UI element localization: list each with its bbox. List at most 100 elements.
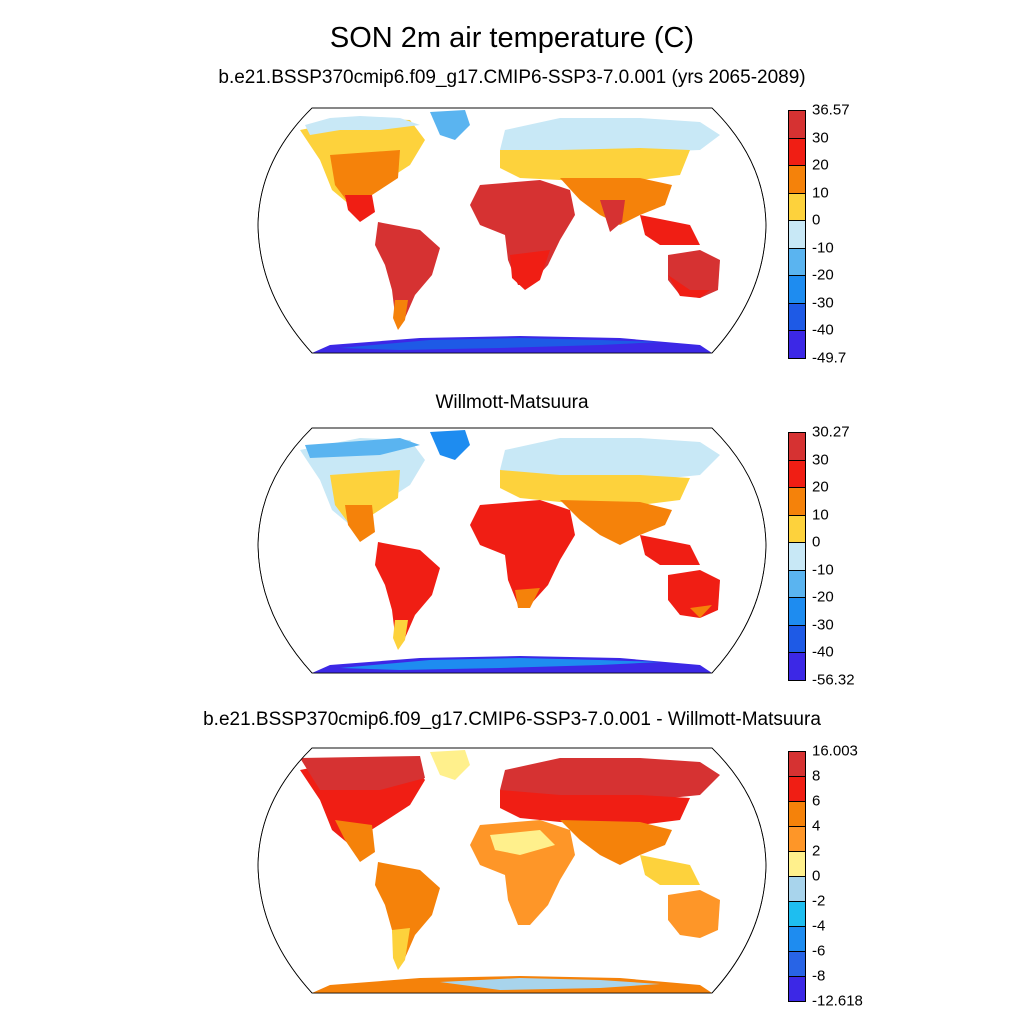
colorbar-swatch (788, 192, 806, 222)
colorbar-label: -49.7 (812, 349, 847, 367)
colorbar-swatch (788, 624, 806, 654)
colorbar-swatch (788, 776, 806, 802)
colorbar-label: -12.618 (812, 992, 863, 1010)
australia-land (668, 890, 720, 938)
colorbar-swatch (788, 926, 806, 952)
colorbar-swatch (788, 976, 806, 1002)
colorbar-swatch (788, 459, 806, 489)
colorbar-swatch (788, 901, 806, 927)
colorbar-label: -10 (812, 561, 834, 579)
antarctica-coast (340, 658, 660, 670)
southeast-asia-land (640, 535, 700, 565)
antarctica-coast (440, 978, 660, 990)
panel-2-colorbar: 30.27 30 20 10 0 -10 -20 -30 -40 -56.32 (788, 424, 868, 689)
asia-south (560, 820, 672, 865)
figure-title: SON 2m air temperature (C) (329, 22, 695, 54)
colorbar-label: 20 (812, 156, 829, 174)
colorbar-swatch (788, 487, 806, 516)
colorbar-label: -40 (812, 643, 834, 661)
colorbar-swatch (788, 569, 806, 599)
colorbar-label: 8 (812, 767, 821, 785)
southern-africa-land (510, 250, 550, 290)
north-america-arctic (300, 756, 425, 790)
colorbar-label: 10 (812, 506, 829, 524)
panel-1-map (257, 107, 767, 354)
south-america-land (375, 862, 440, 958)
colorbar-label: 30.27 (812, 423, 850, 441)
colorbar-swatch (788, 542, 806, 571)
colorbar-swatch (788, 330, 806, 359)
colorbar-label: -8 (812, 967, 826, 985)
panel-1-colorbar: 36.57 30 20 10 0 -10 -20 -30 -40 -49.7 (788, 102, 868, 367)
colorbar-swatch (788, 876, 806, 902)
colorbar-label: -56.32 (812, 671, 855, 689)
panel-2-title: Willmott-Matsuura (435, 392, 589, 413)
colorbar-label: 6 (812, 792, 821, 810)
panel-2-map (257, 427, 767, 674)
north-america-south (330, 150, 400, 205)
south-america-tip (393, 620, 408, 650)
colorbar-label: -40 (812, 321, 834, 339)
eurasia-mid (500, 470, 690, 505)
central-america-land (345, 195, 375, 222)
colorbar-label: -4 (812, 917, 826, 935)
colorbar-swatch (788, 165, 806, 194)
colorbar-label: -6 (812, 942, 826, 960)
colorbar-label: 20 (812, 478, 829, 496)
colorbar-label: 30 (812, 129, 829, 147)
colorbar-label: -2 (812, 892, 826, 910)
africa-land (470, 500, 575, 605)
southeast-asia-land (640, 215, 700, 245)
eurasia-north (500, 438, 720, 482)
colorbar-label: 30 (812, 451, 829, 469)
eurasia-north (500, 758, 720, 802)
central-america-land (335, 820, 375, 862)
colorbar-label: 0 (812, 211, 821, 229)
colorbar-swatch (788, 514, 806, 544)
greenland-land (430, 430, 470, 460)
sahara-land (490, 830, 555, 855)
colorbar-label: 0 (812, 533, 821, 551)
colorbar-swatch (788, 851, 806, 877)
colorbar-swatch (788, 137, 806, 167)
colorbar-label: -20 (812, 266, 834, 284)
south-america-tip (393, 300, 408, 330)
colorbar-swatch (788, 801, 806, 827)
southern-africa-land (515, 588, 540, 608)
colorbar-label: -30 (812, 294, 834, 312)
colorbar-swatch (788, 652, 806, 681)
antarctica-coast (340, 338, 660, 350)
australia-south (690, 605, 712, 618)
greenland-land (430, 750, 470, 780)
india-land (600, 200, 625, 232)
colorbar-label: -10 (812, 239, 834, 257)
colorbar-swatch (788, 110, 806, 139)
panel-3-title: b.e21.BSSP370cmip6.f09_g17.CMIP6-SSP3-7.… (203, 709, 821, 730)
colorbar-swatch (788, 247, 806, 277)
asia-south (560, 500, 672, 545)
panel-3-colorbar: 16.003 8 6 4 2 0 -2 -4 -6 -8 -12.618 (788, 743, 868, 1010)
colorbar-label: 2 (812, 842, 821, 860)
north-america-arctic (305, 116, 420, 135)
southeast-asia-land (640, 855, 700, 885)
colorbar-swatch (788, 220, 806, 249)
north-america-arctic (305, 438, 420, 458)
colorbar-swatch (788, 951, 806, 977)
panel-3-map (257, 747, 767, 994)
eurasia-mid (500, 148, 690, 185)
south-america-tip (392, 928, 410, 970)
central-america-land (345, 505, 375, 542)
africa-land (470, 180, 575, 285)
eurasia-mid (500, 790, 690, 825)
colorbar-swatch (788, 432, 806, 461)
greenland-land (430, 110, 470, 140)
colorbar-label: -30 (812, 616, 834, 634)
colorbar-swatch (788, 597, 806, 626)
colorbar-label: 36.57 (812, 101, 850, 119)
panel-1-title: b.e21.BSSP370cmip6.f09_g17.CMIP6-SSP3-7.… (218, 67, 806, 88)
south-america-land (375, 222, 440, 318)
colorbar-label: 4 (812, 817, 821, 835)
colorbar-label: 16.003 (812, 742, 858, 760)
australia-south (668, 275, 710, 298)
